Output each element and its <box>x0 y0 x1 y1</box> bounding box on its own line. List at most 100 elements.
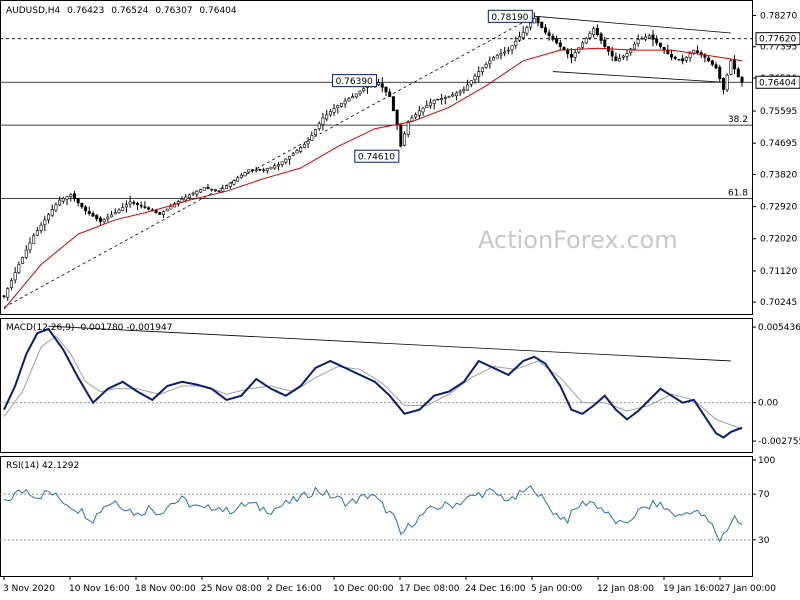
candle-body <box>132 202 136 204</box>
rsi-panel <box>0 456 753 577</box>
candle-body <box>629 48 633 53</box>
candle-body <box>428 102 432 107</box>
candle-body <box>736 68 740 78</box>
candle-body <box>425 105 429 108</box>
candle-body <box>98 217 102 222</box>
candle-body <box>566 49 570 54</box>
candle-body <box>421 107 425 113</box>
candle-body <box>65 196 69 200</box>
candle-body <box>21 257 25 264</box>
candle-body <box>584 37 588 44</box>
candle-body <box>217 190 221 192</box>
candle-body <box>603 39 607 47</box>
candle-body <box>517 36 521 41</box>
candle-body <box>466 84 470 91</box>
candle-body <box>254 169 258 172</box>
price-axis-label: 0.78270 <box>760 11 797 21</box>
candle-body <box>87 211 91 214</box>
candle-body <box>121 206 125 211</box>
candle-body <box>599 33 603 41</box>
candle-body <box>117 209 121 214</box>
time-axis-label: 19 Jan 16:00 <box>663 584 720 594</box>
trendline <box>534 15 731 34</box>
candle-body <box>291 153 295 156</box>
candle-body <box>28 242 32 251</box>
candle-body <box>469 80 473 85</box>
candle-body <box>61 198 65 202</box>
rsi-axis-label: 70 <box>758 490 770 500</box>
candle-body <box>391 96 395 112</box>
price-annotation-box <box>354 149 400 163</box>
candle-body <box>406 121 410 135</box>
candle-body <box>651 34 655 40</box>
candle-body <box>213 189 217 191</box>
time-axis-label: 24 Dec 16:00 <box>465 584 526 594</box>
candle-body <box>269 166 273 170</box>
candle-body <box>725 74 729 91</box>
candle-body <box>2 295 6 298</box>
trendline <box>3 15 535 308</box>
candle-body <box>102 219 106 222</box>
candle-body <box>173 203 177 208</box>
candle-body <box>380 83 384 88</box>
candle-body <box>284 158 288 163</box>
candle-body <box>443 97 447 99</box>
candle-body <box>473 75 477 81</box>
candle-body <box>432 99 436 104</box>
candle-body <box>377 82 381 85</box>
candle-body <box>187 194 191 199</box>
candle-body <box>625 53 629 57</box>
candle-body <box>250 169 254 171</box>
rsi-axis-label: 30 <box>758 536 770 546</box>
candle-body <box>436 98 440 101</box>
candle-body <box>210 188 214 191</box>
candle-body <box>388 91 392 97</box>
candle-body <box>573 52 577 58</box>
candle-body <box>532 18 536 24</box>
candle-body <box>529 22 533 28</box>
candle-body <box>540 21 544 28</box>
candle-body <box>740 77 744 83</box>
candle-body <box>299 147 303 152</box>
candle-body <box>492 56 496 61</box>
candle-body <box>343 100 347 105</box>
trendline <box>552 71 724 83</box>
candle-body <box>506 49 510 52</box>
candle-body <box>673 56 677 59</box>
macd-line <box>3 327 743 439</box>
candle-body <box>610 50 614 57</box>
candle-body <box>451 94 455 97</box>
time-axis-label: 5 Jan 00:00 <box>531 584 583 594</box>
symbol-label: AUDUSD,H4 0.76423 0.76524 0.76307 0.7640… <box>6 6 237 16</box>
candle-body <box>484 64 488 68</box>
candle-body <box>165 208 169 212</box>
candle-body <box>265 168 269 171</box>
fib-level-label: 38.2 <box>728 115 748 125</box>
candle-body <box>158 212 162 215</box>
candle-body <box>670 54 674 58</box>
candle-body <box>384 86 388 93</box>
candle-body <box>314 129 318 136</box>
candle-body <box>195 190 199 195</box>
price-axis-highlight-box <box>755 32 800 46</box>
candle-body <box>91 213 95 217</box>
candle-body <box>503 51 507 54</box>
candle-body <box>410 117 414 122</box>
candle-body <box>681 58 685 62</box>
candle-body <box>510 45 514 51</box>
candle-body <box>161 211 165 215</box>
candle-body <box>310 135 314 141</box>
candle-body <box>317 123 321 129</box>
candle-body <box>95 214 99 220</box>
candle-body <box>688 53 692 58</box>
price-axis-label: 0.72020 <box>760 235 797 245</box>
sma-line <box>3 47 743 310</box>
candle-body <box>521 31 525 39</box>
candle-body <box>13 272 17 281</box>
rsi-axis-label: 100 <box>758 456 775 466</box>
macd-label: MACD(12,26,9) -0.001780 -0.001947 <box>6 323 172 333</box>
candle-body <box>458 90 462 94</box>
candle-body <box>362 88 366 92</box>
macd-axis-label: 0.00 <box>758 399 778 409</box>
